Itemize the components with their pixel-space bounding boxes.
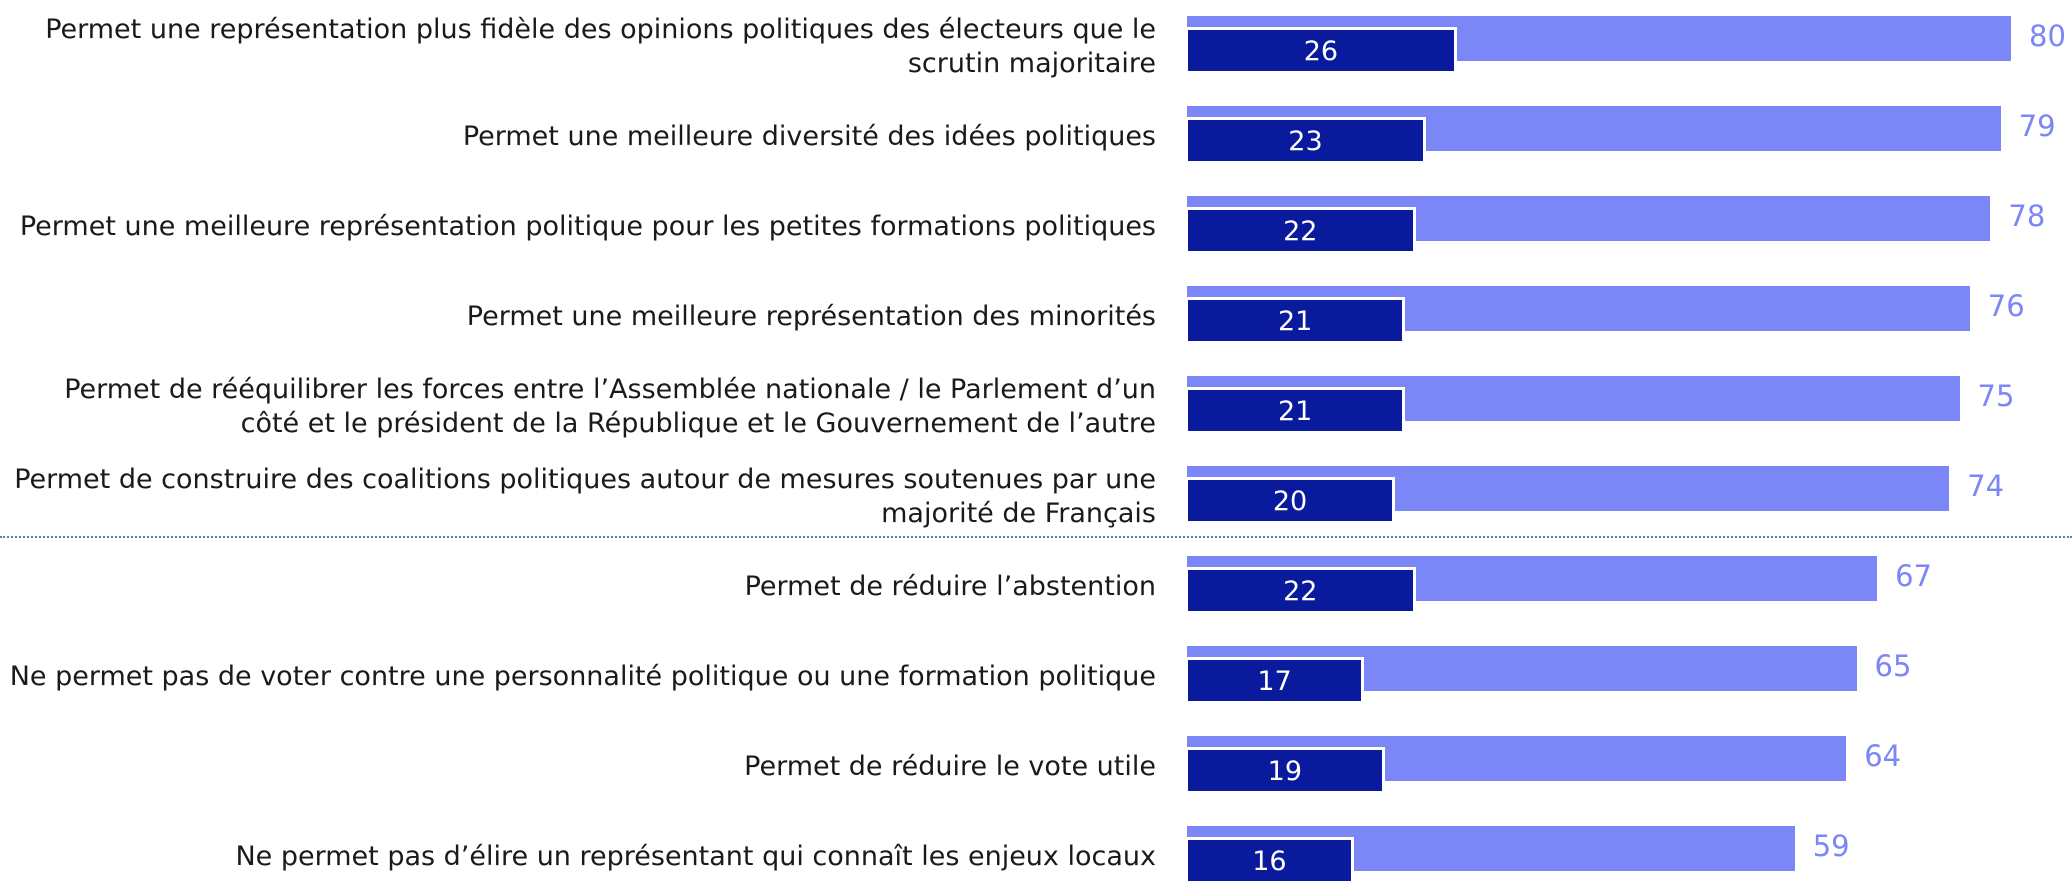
bar-row: Permet de réduire l’abstention 67 22 [0,556,2072,618]
value-label: 19 [1267,756,1303,787]
category-label: Permet de rééquilibrer les forces entre … [64,374,1156,439]
value-label: 74 [1967,469,2005,503]
bar [1185,747,1385,794]
value-label: 17 [1257,666,1292,697]
value-label: 79 [2018,109,2056,143]
category-label: Permet une représentation plus fidèle de… [45,14,1156,79]
bar [1185,207,1416,254]
value-label: 16 [1252,846,1287,877]
category-label: Ne permet pas de voter contre une person… [9,661,1156,692]
bar-row: Permet de réduire le vote utile 64 19 [0,736,2072,798]
bar [1185,297,1406,344]
bar-row: Permet une meilleure représentation des … [0,286,2072,348]
category-label: Permet une meilleure représentation poli… [19,211,1156,242]
bar [1185,387,1406,434]
bar [1185,837,1354,884]
category-label: Permet de construire des coalitions poli… [14,464,1156,529]
bar [1185,567,1416,614]
bar [1185,27,1457,74]
category-label: Permet une meilleure représentation des … [466,301,1156,332]
bar-row: Permet de construire des coalitions poli… [0,464,2072,529]
bar-row: Permet de rééquilibrer les forces entre … [0,374,2072,439]
value-label: 21 [1277,306,1313,337]
value-label: 78 [2008,199,2046,233]
category-label: Permet de réduire l’abstention [744,571,1156,602]
bar [1185,657,1365,704]
value-label: 59 [1812,829,1850,863]
separator [0,536,2072,538]
value-label: 23 [1288,126,1323,157]
value-label: 76 [1987,289,2025,323]
value-label: 22 [1283,576,1318,607]
bar-row: Ne permet pas d’élire un représentant qu… [0,826,2072,888]
value-label: 75 [1977,379,2015,413]
value-label: 21 [1277,396,1313,427]
bar [1185,477,1395,524]
category-label: Permet de réduire le vote utile [744,751,1156,782]
value-label: 22 [1283,216,1318,247]
value-label: 64 [1864,739,1902,773]
value-label: 80 [2029,19,2066,53]
category-label: Permet une meilleure diversité des idées… [462,121,1156,152]
bar-row: Permet une meilleure représentation poli… [0,196,2072,258]
bar-row: Permet une meilleure diversité des idées… [0,106,2072,168]
bar [1185,117,1426,164]
bar-row: Ne permet pas de voter contre une person… [0,646,2072,708]
value-label: 65 [1874,649,1912,683]
bar-row: Permet une représentation plus fidèle de… [0,14,2072,79]
category-label: Ne permet pas d’élire un représentant qu… [235,841,1156,872]
value-label: 20 [1272,486,1308,517]
value-label: 26 [1303,36,1339,67]
value-label: 67 [1895,559,1932,593]
